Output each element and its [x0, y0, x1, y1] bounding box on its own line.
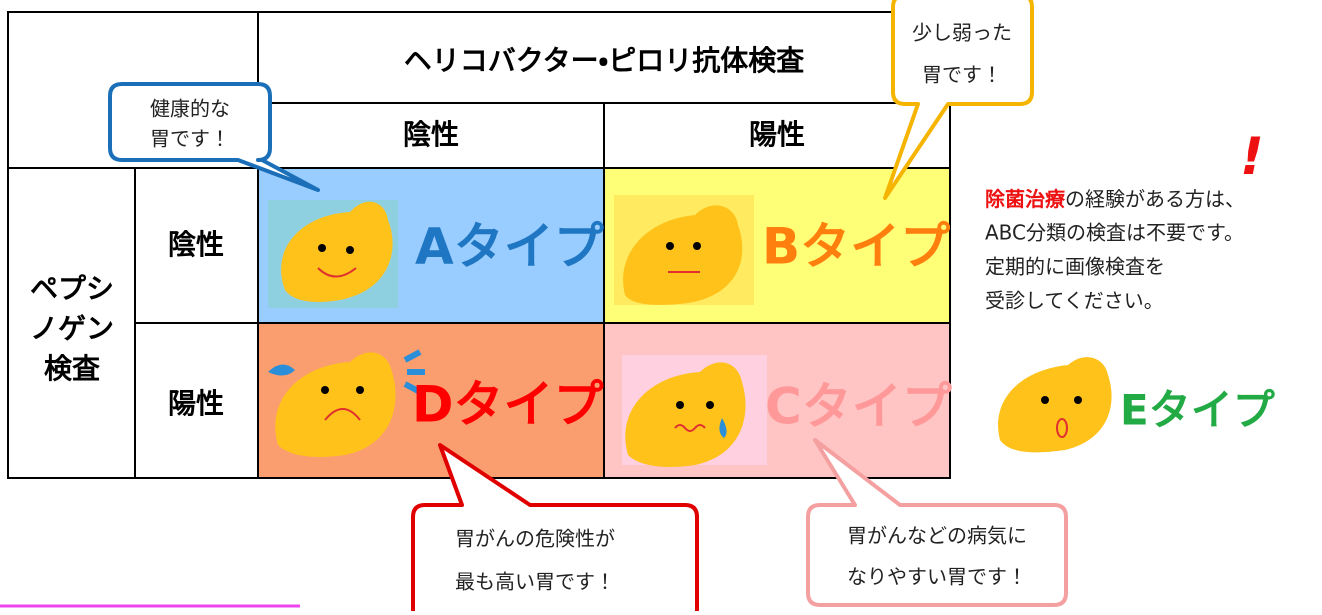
note-highlight: 除菌治療	[985, 187, 1066, 211]
type-label: Aタイプ	[415, 218, 604, 276]
column-header: 陰性	[403, 118, 459, 151]
face-a	[268, 200, 398, 308]
speech-bubble	[108, 82, 320, 192]
table-title: ヘリコバクター・ピロリ抗体検査	[404, 44, 804, 77]
bubble-text: 胃です！	[150, 127, 230, 151]
face-d	[268, 349, 425, 457]
note-line: 定期的に画像検査を	[985, 255, 1165, 279]
row-header: 陰性	[168, 228, 224, 261]
row-group-label: 検査	[44, 352, 100, 385]
bubble-text: 少し弱った	[912, 21, 1012, 45]
note-line: 除菌治療の経験がある方は、	[985, 187, 1245, 211]
row-header: 陽性	[168, 387, 224, 420]
face-b	[614, 195, 754, 305]
bubble-text: なりやすい胃です！	[847, 565, 1027, 589]
face-c	[622, 355, 767, 467]
type-label: Dタイプ	[412, 376, 604, 434]
note-line: ABC分類の検査は不要です。	[985, 221, 1244, 245]
note-line: 受診してください。	[985, 289, 1164, 313]
bubble-text: 胃です！	[922, 63, 1002, 87]
column-header: 陽性	[749, 118, 805, 151]
type-label: Eタイプ	[1120, 386, 1275, 435]
type-label: Cタイプ	[765, 378, 952, 436]
bubble-text: 胃がんの危険性が	[455, 527, 615, 551]
bubble-text: 健康的な	[150, 97, 230, 121]
row-group-label: ノゲン	[30, 312, 114, 345]
exclamation-mark: !	[1240, 127, 1264, 187]
face-e	[998, 357, 1112, 453]
type-label: Bタイプ	[762, 218, 950, 276]
speech-bubble	[883, 0, 1034, 200]
speech-bubble	[806, 438, 1068, 607]
note-text: の経験がある方は、	[1065, 187, 1245, 211]
row-group-label: ペプシ	[30, 272, 114, 305]
speech-bubble	[411, 443, 699, 615]
bubble-text: 胃がんなどの病気に	[847, 524, 1027, 548]
bubble-text: 最も高い胃です！	[455, 570, 615, 594]
